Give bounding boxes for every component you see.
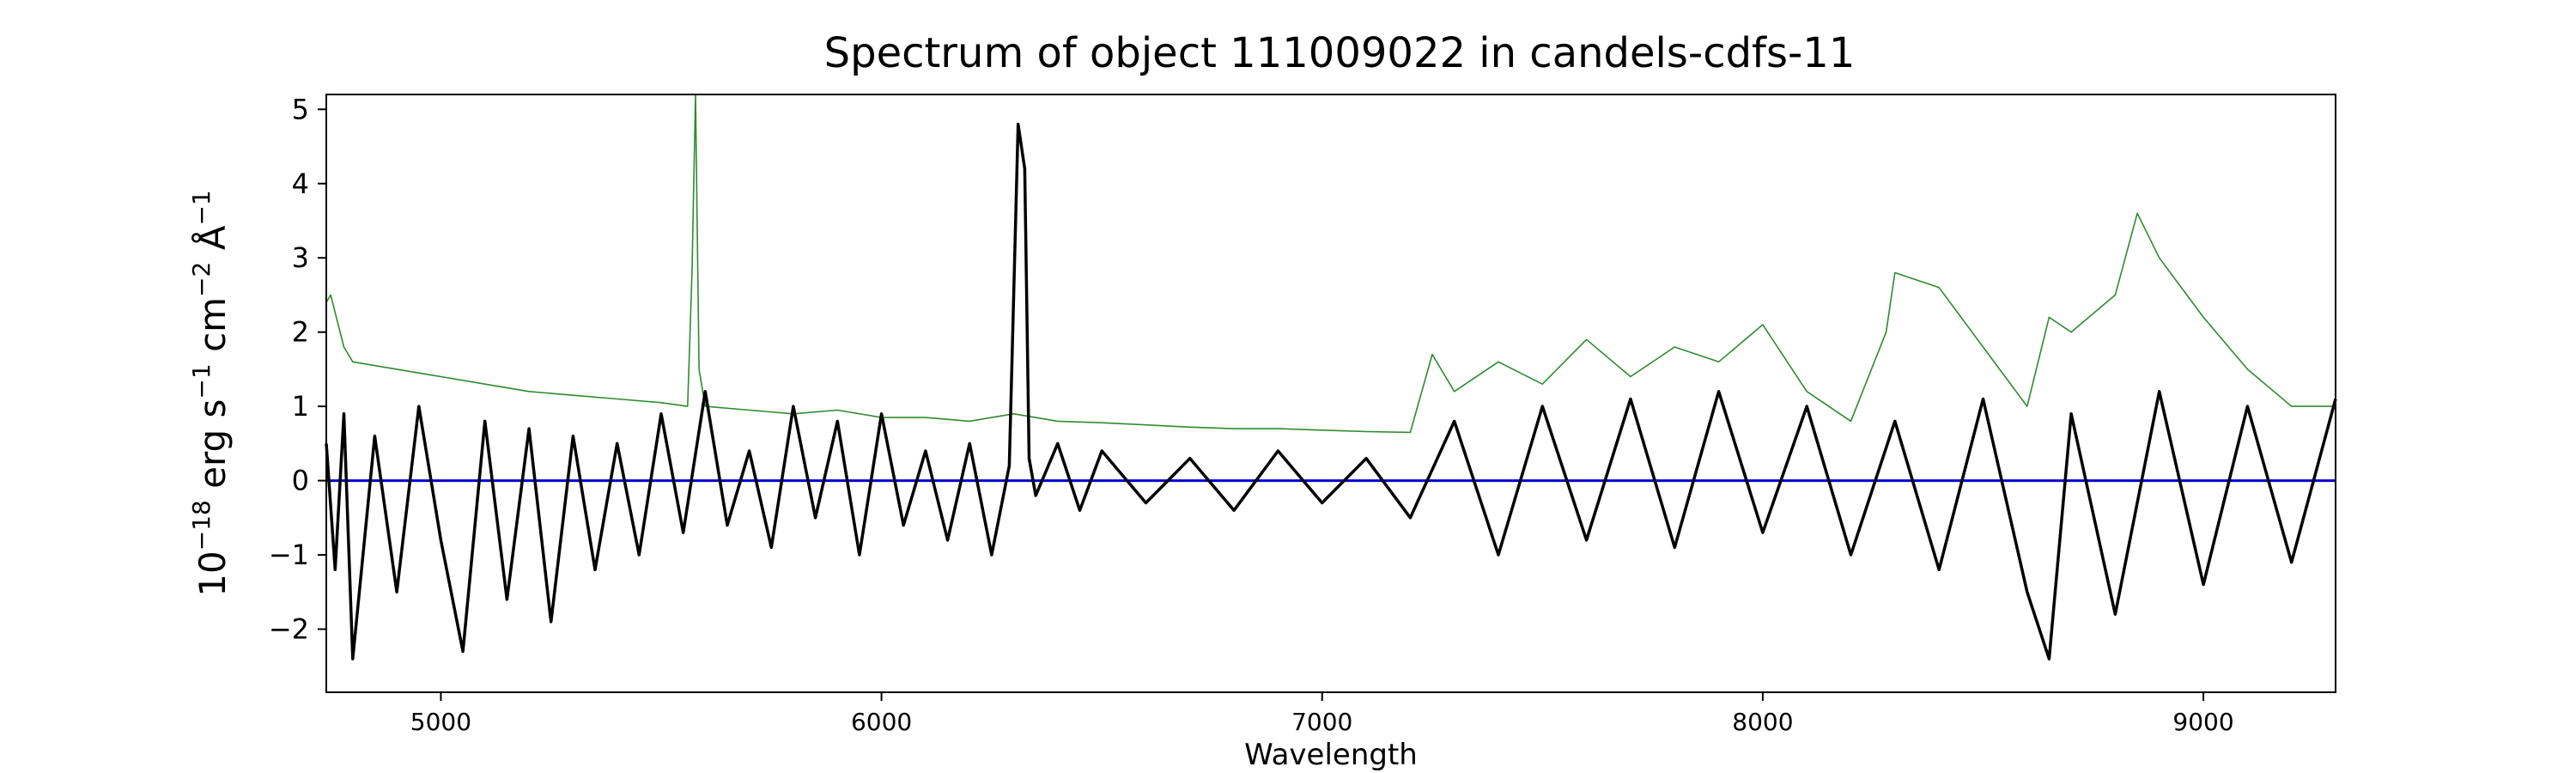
plot-frame	[325, 94, 2336, 693]
plot-lines	[325, 94, 2337, 660]
x-axis-ticks: 5000 6000 7000 8000 9000	[410, 692, 2234, 736]
x-tick-label: 8000	[1732, 708, 1793, 736]
y-axis-ticks: −2 −1 0 1 2 3 4 5	[269, 93, 326, 646]
x-tick-label: 6000	[851, 708, 912, 736]
flux-series-line	[325, 122, 2337, 660]
y-tick-label: 1	[292, 390, 309, 423]
chart-title: Spectrum of object 111009022 in candels-…	[824, 29, 1856, 77]
y-tick-label: 3	[292, 241, 309, 274]
x-tick-label: 7000	[1291, 708, 1352, 736]
y-tick-label: 5	[292, 93, 309, 125]
x-tick-label: 9000	[2172, 708, 2233, 736]
y-tick-label: 2	[292, 316, 309, 349]
y-tick-label: 4	[292, 167, 309, 200]
x-axis-label: Wavelength	[1244, 738, 1418, 772]
y-tick-label: −1	[269, 539, 309, 571]
noise-series-line	[325, 94, 2336, 434]
y-tick-label: 0	[292, 465, 309, 497]
y-tick-label: −2	[269, 613, 309, 646]
y-axis-label: 10−18 erg s−1 cm−2 Å−1	[187, 190, 234, 596]
x-tick-label: 5000	[410, 708, 471, 736]
